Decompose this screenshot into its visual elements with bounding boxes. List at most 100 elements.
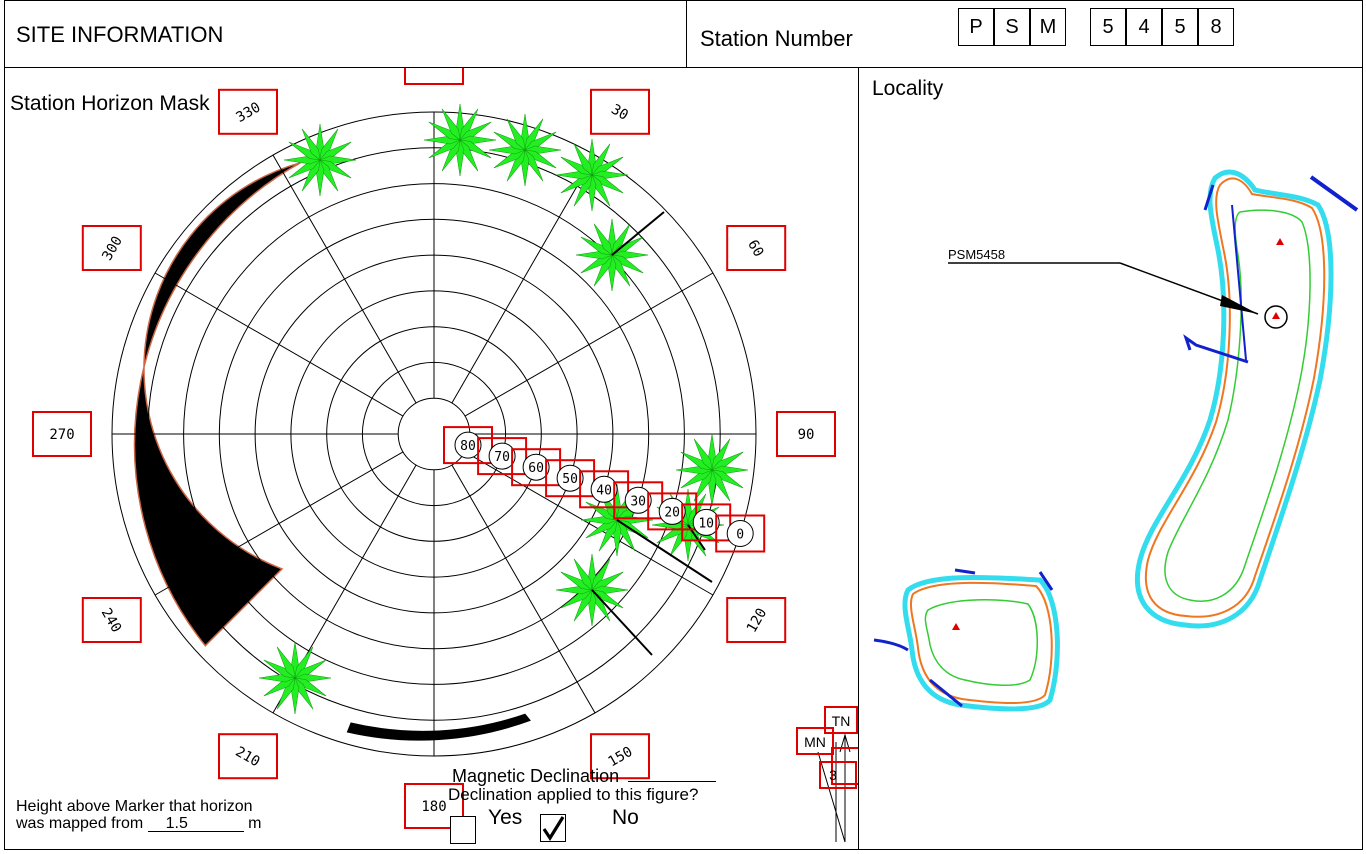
horizon-obstruction-south	[346, 713, 531, 741]
polar-grid	[111, 111, 757, 757]
locality-title: Locality	[872, 77, 944, 100]
tree-icon	[423, 103, 497, 177]
elevation-label-50: 50	[545, 459, 596, 498]
azimuth-spoke	[451, 464, 596, 714]
station-code-char: 4	[1126, 8, 1162, 46]
azimuth-spoke	[464, 272, 714, 417]
yes-label: Yes	[488, 806, 523, 829]
svg-text:270: 270	[49, 427, 74, 443]
height-line-1: Height above Marker that horizon	[16, 798, 253, 815]
magnetic-declination-label: Magnetic Declination	[452, 766, 620, 786]
azimuth-label-0: 0	[404, 68, 464, 85]
station-code-char: M	[1030, 8, 1066, 46]
station-code-char: 5	[1162, 8, 1198, 46]
true-north-label: TN	[832, 713, 851, 729]
svg-text:210: 210	[233, 744, 263, 771]
checkmark-icon	[542, 816, 565, 841]
horizon-obstruction-west	[133, 161, 301, 647]
tree-icon	[555, 138, 629, 212]
station-callout-label: PSM5458	[948, 247, 1005, 262]
svg-text:20: 20	[664, 505, 680, 520]
svg-text:60: 60	[528, 461, 544, 476]
tree-bearing-lines	[591, 211, 713, 656]
elevation-ring	[397, 397, 471, 471]
island-south	[873, 568, 1060, 712]
elevation-label-80: 80	[443, 426, 493, 465]
height-value[interactable]: 1.5	[147, 816, 244, 832]
elevation-label-40: 40	[579, 470, 630, 509]
true-north-box	[824, 706, 858, 734]
horizon-mask-diagram: 0306090120150180210240270300330 80706050…	[32, 68, 858, 843]
svg-text:30: 30	[608, 102, 631, 124]
svg-text:80: 80	[460, 439, 476, 454]
svg-text:0: 0	[736, 528, 744, 543]
svg-text:120: 120	[744, 606, 771, 636]
vegetation	[258, 103, 749, 715]
no-label: No	[612, 806, 639, 829]
declination-value-box-inner	[819, 761, 857, 789]
azimuth-spoke	[154, 451, 404, 596]
north-arrow: TN MN 3	[796, 706, 858, 843]
azimuth-label-90: 90	[776, 411, 836, 457]
tree-icon	[283, 123, 357, 197]
declination-value-label: 3	[829, 767, 837, 783]
tree-icon	[258, 641, 332, 715]
elevation-label-60: 60	[511, 448, 562, 487]
svg-text:50: 50	[562, 472, 578, 487]
azimuth-spoke	[154, 272, 404, 417]
header-divider	[686, 0, 687, 68]
declination-applied-question: Declination applied to this figure?	[448, 785, 699, 804]
azimuth-label-180: 180	[404, 783, 464, 829]
azimuth-label-30: 30	[590, 88, 650, 135]
no-checkbox[interactable]	[540, 814, 566, 842]
magnetic-declination-row: Magnetic Declination	[452, 765, 717, 787]
magnetic-north-label: MN	[804, 734, 826, 750]
azimuth-spoke	[272, 154, 417, 404]
elevation-label-70: 70	[477, 437, 528, 476]
azimuth-label-330: 330	[218, 88, 278, 135]
yes-checkbox[interactable]	[450, 816, 476, 844]
svg-text:0: 0	[430, 68, 438, 71]
declination-value-box	[831, 747, 858, 785]
elevation-label-0: 0	[715, 514, 766, 553]
height-unit: m	[248, 815, 262, 832]
height-line-2: was mapped from 1.5 m	[16, 816, 261, 832]
svg-text:180: 180	[421, 799, 446, 815]
station-code-char: P	[958, 8, 994, 46]
tree-icon	[488, 113, 562, 187]
island-north	[1134, 169, 1359, 629]
locality-divider	[858, 68, 859, 850]
svg-text:60: 60	[744, 237, 766, 260]
svg-text:330: 330	[234, 99, 264, 126]
horizon-mask-title: Station Horizon Mask	[10, 92, 210, 115]
svg-text:240: 240	[98, 606, 125, 636]
svg-text:300: 300	[99, 234, 126, 264]
reference-marker	[952, 623, 960, 630]
svg-text:40: 40	[596, 483, 612, 498]
azimuth-label-300: 300	[81, 225, 142, 271]
azimuth-label-210: 210	[218, 733, 278, 780]
page-title: SITE INFORMATION	[16, 22, 224, 47]
station-marker-triangle	[1272, 312, 1280, 319]
svg-text:90: 90	[798, 427, 815, 443]
height-line-2-prefix: was mapped from	[16, 815, 144, 832]
callout-arrowhead	[1220, 295, 1258, 314]
azimuth-spoke	[464, 451, 714, 596]
header-bar	[4, 0, 1363, 68]
reference-marker	[1276, 238, 1284, 245]
svg-text:30: 30	[630, 494, 646, 509]
elevation-label-10: 10	[681, 503, 732, 542]
station-number-label: Station Number	[700, 26, 853, 51]
elevation-label-30: 30	[613, 481, 664, 520]
station-code-char: S	[994, 8, 1030, 46]
azimuth-label-60: 60	[726, 225, 787, 271]
station-code-char: 5	[1090, 8, 1126, 46]
azimuth-label-240: 240	[81, 597, 142, 643]
azimuth-label-120: 120	[726, 597, 787, 643]
station-marker	[1264, 305, 1288, 329]
magnetic-north-box	[796, 727, 834, 755]
magnetic-declination-value[interactable]	[628, 765, 717, 782]
locality-map: PSM5458	[873, 169, 1359, 712]
azimuth-spoke	[451, 154, 596, 404]
azimuth-label-270: 270	[32, 411, 92, 457]
